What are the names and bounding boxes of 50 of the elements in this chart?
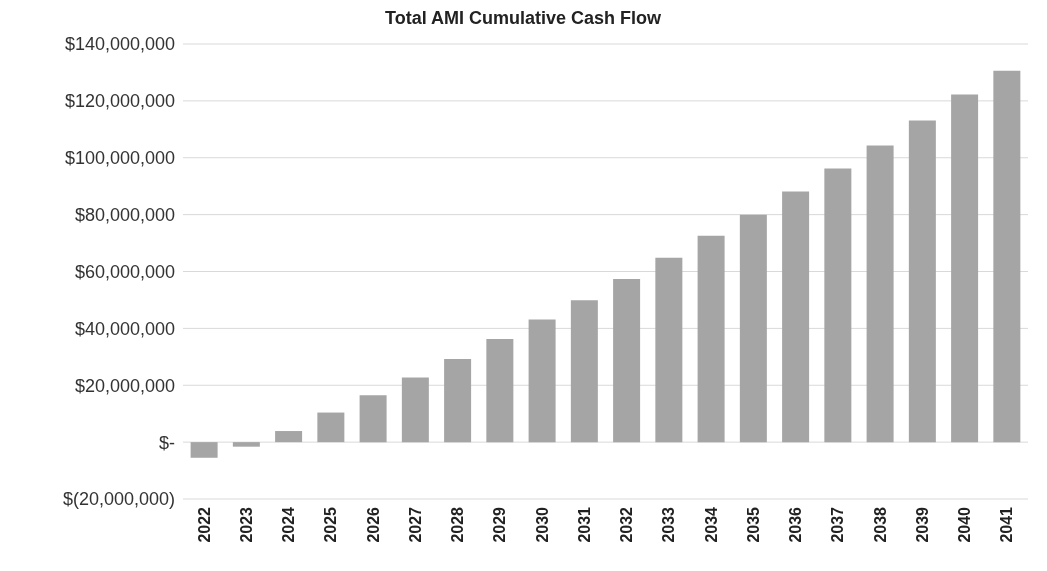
bar bbox=[486, 338, 514, 443]
bar bbox=[782, 191, 810, 443]
bar bbox=[908, 120, 936, 443]
bar bbox=[275, 431, 303, 443]
y-tick-label: $- bbox=[158, 432, 175, 453]
y-tick-label: $(20,000,000) bbox=[62, 489, 175, 510]
x-tick-label: 2023 bbox=[237, 506, 255, 543]
y-tick-label: $140,000,000 bbox=[64, 34, 175, 55]
y-tick-label: $80,000,000 bbox=[74, 205, 175, 226]
x-tick-label: 2036 bbox=[787, 506, 805, 543]
x-tick-label: 2022 bbox=[195, 506, 213, 543]
x-tick-label: 2026 bbox=[364, 506, 382, 543]
bar bbox=[866, 145, 894, 443]
x-tick-label: 2025 bbox=[322, 506, 340, 543]
x-tick-label: 2038 bbox=[871, 506, 889, 543]
x-tick-label: 2035 bbox=[744, 506, 762, 543]
x-tick-label: 2039 bbox=[913, 506, 931, 543]
x-tick-label: 2040 bbox=[956, 506, 974, 543]
bar bbox=[655, 257, 683, 443]
x-tick-label: 2033 bbox=[660, 506, 678, 543]
bar bbox=[570, 300, 598, 443]
bar bbox=[951, 94, 979, 443]
y-tick-label: $120,000,000 bbox=[64, 91, 175, 112]
bar bbox=[444, 359, 472, 443]
bar bbox=[739, 214, 767, 443]
x-tick-label: 2037 bbox=[829, 506, 847, 543]
bar bbox=[190, 442, 218, 458]
bar bbox=[359, 395, 387, 443]
x-tick-label: 2028 bbox=[449, 506, 467, 543]
y-tick-label: $100,000,000 bbox=[64, 148, 175, 169]
y-tick-label: $20,000,000 bbox=[74, 375, 175, 396]
x-tick-label: 2034 bbox=[702, 506, 720, 543]
x-tick-label: 2024 bbox=[280, 506, 298, 543]
bar bbox=[993, 70, 1021, 443]
bar bbox=[697, 235, 725, 443]
x-tick-label: 2027 bbox=[406, 506, 424, 543]
bar bbox=[401, 377, 429, 443]
bar bbox=[528, 319, 556, 443]
x-tick-label: 2031 bbox=[575, 506, 593, 543]
bar bbox=[317, 412, 345, 443]
bar bbox=[613, 278, 641, 443]
y-tick-label: $40,000,000 bbox=[74, 318, 175, 339]
chart-title: Total AMI Cumulative Cash Flow bbox=[384, 8, 662, 30]
x-tick-label: 2029 bbox=[491, 506, 509, 543]
y-tick-label: $60,000,000 bbox=[74, 261, 175, 282]
x-tick-label: 2041 bbox=[998, 506, 1016, 543]
bar bbox=[232, 442, 260, 447]
bar bbox=[824, 168, 852, 443]
x-tick-label: 2032 bbox=[618, 506, 636, 543]
x-tick-label: 2030 bbox=[533, 506, 551, 543]
